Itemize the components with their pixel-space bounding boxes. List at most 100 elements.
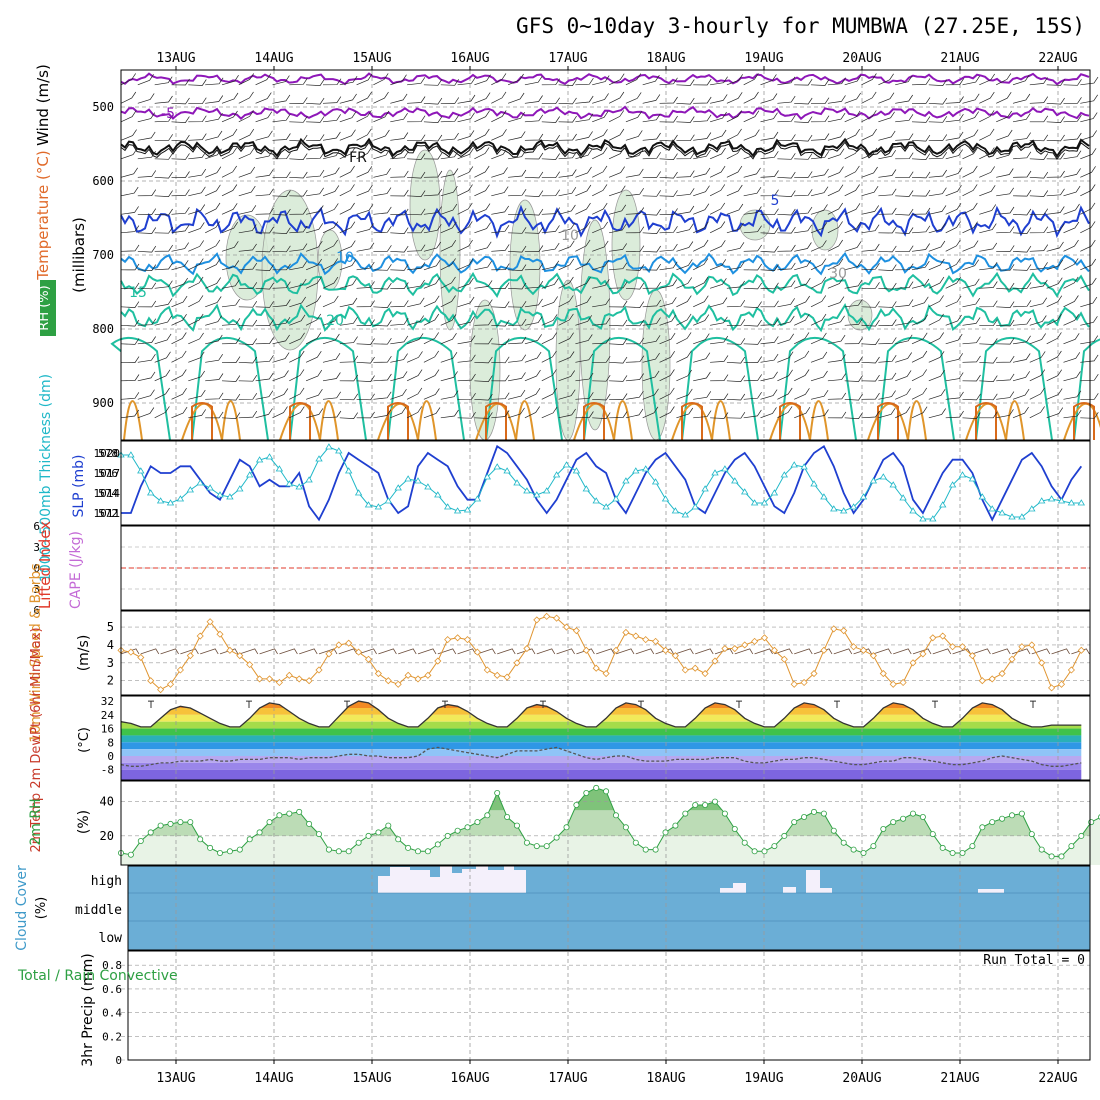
wind10-barb — [675, 648, 694, 655]
wind-barb — [137, 189, 157, 197]
panel-frame-precip — [127, 950, 1091, 1061]
isotherm-25 — [809, 400, 829, 441]
rh-point — [801, 814, 808, 821]
wind-barb — [120, 129, 137, 141]
wind-barb — [676, 170, 695, 178]
temp-band — [121, 769, 1082, 780]
wind-barb — [1012, 132, 1031, 141]
thickness-point — [503, 467, 511, 474]
wind-barb — [659, 77, 678, 86]
wind-barb — [642, 245, 661, 253]
wind10-point — [355, 648, 363, 656]
wind-barb — [491, 301, 510, 308]
wind-barb — [979, 73, 995, 86]
wind-barb — [440, 409, 459, 419]
wind-barb — [524, 351, 542, 363]
thickness-point — [988, 505, 996, 512]
wind-barb — [1063, 314, 1079, 326]
wind-barb — [221, 147, 238, 160]
wind-barb — [541, 260, 560, 271]
wind-barb — [592, 111, 609, 123]
rh-point — [662, 829, 669, 836]
wind-barb — [221, 393, 241, 401]
wind10-point — [770, 646, 778, 654]
wind-barb — [1080, 239, 1096, 252]
wind-tick: 4 — [107, 638, 114, 652]
wind-barb — [625, 111, 642, 123]
wind-barb — [558, 389, 576, 400]
wind-barb — [491, 282, 510, 289]
thickness-point — [335, 447, 343, 454]
wind-barb — [188, 313, 204, 326]
wind10-barb — [338, 648, 358, 655]
wind-barb — [1063, 258, 1079, 271]
wind-barb — [810, 168, 829, 178]
wind-barb — [625, 408, 644, 419]
wind-barb — [827, 315, 845, 326]
thickness-point — [998, 509, 1006, 516]
wind-barb — [945, 167, 963, 178]
wind-barb — [373, 319, 392, 327]
wind10-barb — [378, 648, 397, 655]
wind-barb — [390, 389, 407, 400]
thickness-point — [285, 480, 294, 487]
wind-barb — [356, 73, 373, 86]
wind-barb — [726, 128, 742, 141]
wind-barb — [659, 134, 678, 142]
wind-barb — [575, 277, 591, 289]
wind10-barb — [972, 648, 991, 655]
wind-barb — [911, 350, 928, 363]
wind-barb — [659, 243, 678, 252]
wind10-barb — [279, 648, 298, 655]
thickness-point — [830, 505, 838, 512]
wind-barb — [625, 188, 644, 197]
slp-tick: 1017 — [94, 467, 121, 480]
thickness-point — [948, 481, 957, 488]
wind-barb — [911, 332, 928, 345]
wind-barb — [524, 227, 544, 234]
pressure-tick: 500 — [92, 100, 114, 114]
wind-barb — [979, 223, 997, 234]
wind-barb — [844, 299, 863, 308]
rh-point — [900, 815, 907, 822]
rh-point — [444, 832, 451, 839]
wind-barb — [205, 166, 222, 178]
wind-barb — [609, 204, 627, 215]
date-label-bottom: 15AUG — [352, 1071, 391, 1086]
wind10-point — [909, 659, 917, 667]
wind-barb — [928, 389, 946, 400]
wind-barb — [911, 97, 931, 104]
wind10-point — [216, 630, 224, 638]
thickness-point — [245, 471, 254, 478]
wind-barb — [541, 314, 558, 326]
wind-barb — [996, 409, 1014, 419]
wind-barb — [238, 73, 254, 86]
wind-barb — [810, 276, 827, 289]
wind10-barb — [734, 648, 754, 655]
wind-barb — [676, 332, 692, 345]
wind-barb — [1063, 79, 1082, 86]
isotherm — [120, 137, 1090, 159]
wind-barb — [457, 316, 475, 326]
wind10-point — [1018, 643, 1026, 651]
wind-barb — [306, 152, 325, 160]
wind-barb — [289, 369, 305, 382]
contour-label: 30 — [829, 266, 847, 282]
wind-barb — [356, 128, 372, 141]
wind-barb — [238, 205, 257, 215]
wind-barb — [356, 110, 372, 123]
date-label-top: 22AUG — [1038, 51, 1077, 66]
wind-barb — [440, 97, 460, 104]
wind-barb — [457, 412, 476, 419]
wind-barb — [1029, 406, 1045, 419]
isotherm-30 — [485, 402, 507, 440]
thickness-point — [592, 497, 600, 504]
wind-barb — [238, 262, 258, 271]
wind-barb — [996, 168, 1014, 178]
wind-barb — [760, 74, 777, 86]
wind-barb — [794, 277, 811, 289]
wind-barb — [575, 202, 591, 215]
wind-barb — [322, 410, 342, 419]
wind-barb — [305, 389, 323, 400]
wind10-barb — [576, 648, 595, 655]
